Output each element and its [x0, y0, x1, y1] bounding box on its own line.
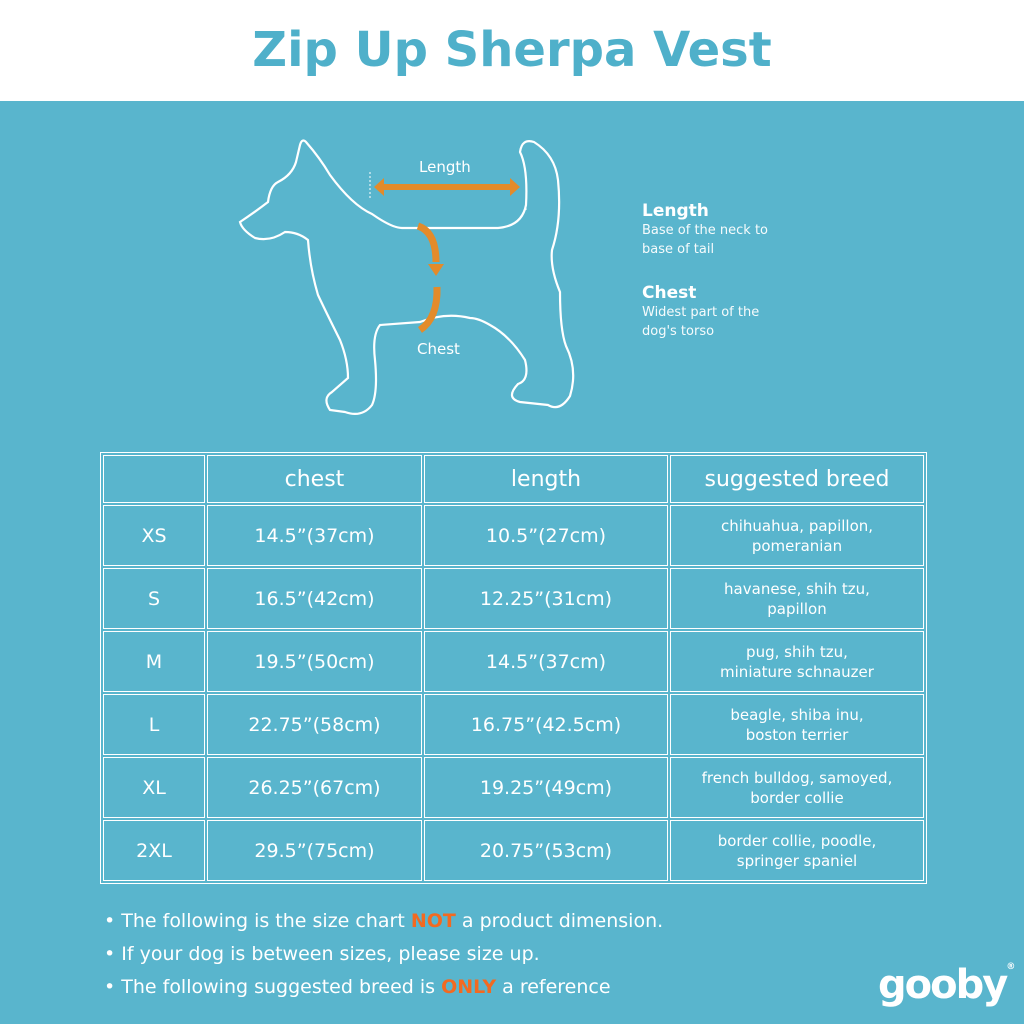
chest-diagram-label: Chest — [417, 340, 460, 358]
breed-cell: havanese, shih tzu, papillon — [670, 568, 924, 629]
size-cell: L — [103, 694, 205, 755]
size-cell: XL — [103, 757, 205, 818]
note-item: • If your dog is between sizes, please s… — [104, 943, 540, 965]
dog-outline — [238, 139, 575, 415]
table-row: S 16.5”(42cm) 12.25”(31cm) havanese, shi… — [103, 568, 924, 629]
table-row: 2XL 29.5”(75cm) 20.75”(53cm) border coll… — [103, 820, 924, 881]
length-cell: 16.75”(42.5cm) — [423, 694, 668, 755]
length-cell: 14.5”(37cm) — [423, 631, 668, 692]
gooby-logo: gooby® — [878, 962, 1015, 1008]
chest-arrow-icon — [416, 222, 441, 333]
breed-cell: french bulldog, samoyed, border collie — [670, 757, 924, 818]
size-cell: XS — [103, 505, 205, 566]
chest-cell: 26.25”(67cm) — [207, 757, 422, 818]
dog-outline-diagram — [238, 139, 575, 415]
length-arrow-icon — [374, 178, 520, 196]
size-cell: 2XL — [103, 820, 205, 881]
breed-cell: border collie, poodle, springer spaniel — [670, 820, 924, 881]
length-diagram-label: Length — [419, 158, 471, 176]
table-row: XS 14.5”(37cm) 10.5”(27cm) chihuahua, pa… — [103, 505, 924, 566]
chest-cell: 16.5”(42cm) — [207, 568, 422, 629]
breed-cell: chihuahua, papillon, pomeranian — [670, 505, 924, 566]
chest-cell: 22.75”(58cm) — [207, 694, 422, 755]
chest-cell: 19.5”(50cm) — [207, 631, 422, 692]
breed-cell: pug, shih tzu, miniature schnauzer — [670, 631, 924, 692]
size-cell: S — [103, 568, 205, 629]
chest-cell: 29.5”(75cm) — [207, 820, 422, 881]
table-row: XL 26.25”(67cm) 19.25”(49cm) french bull… — [103, 757, 924, 818]
size-cell: M — [103, 631, 205, 692]
header-chest: chest — [207, 455, 422, 503]
length-cell: 10.5”(27cm) — [423, 505, 668, 566]
header-breed: suggested breed — [670, 455, 924, 503]
notes-list: • The following is the size chart NOT a … — [104, 905, 663, 1004]
table-header-row: chest length suggested breed — [103, 455, 924, 503]
chest-arrowhead-icon — [428, 264, 444, 276]
table-row: M 19.5”(50cm) 14.5”(37cm) pug, shih tzu,… — [103, 631, 924, 692]
size-chart-table: chest length suggested breed XS 14.5”(37… — [100, 452, 927, 884]
length-cell: 20.75”(53cm) — [423, 820, 668, 881]
note-item: • The following suggested breed is ONLY … — [104, 976, 611, 998]
header-length: length — [423, 455, 668, 503]
title-band — [0, 0, 1024, 101]
length-cell: 12.25”(31cm) — [423, 568, 668, 629]
breed-cell: beagle, shiba inu, boston terrier — [670, 694, 924, 755]
table-row: L 22.75”(58cm) 16.75”(42.5cm) beagle, sh… — [103, 694, 924, 755]
page-title: Zip Up Sherpa Vest — [252, 22, 772, 78]
header-size — [103, 455, 205, 503]
legend-length: Length Base of the neck to base of tail — [642, 201, 769, 257]
note-item: • The following is the size chart NOT a … — [104, 910, 664, 932]
length-cell: 19.25”(49cm) — [423, 757, 668, 818]
legend-chest: Chest Widest part of the dog's torso — [642, 283, 760, 339]
chest-cell: 14.5”(37cm) — [207, 505, 422, 566]
